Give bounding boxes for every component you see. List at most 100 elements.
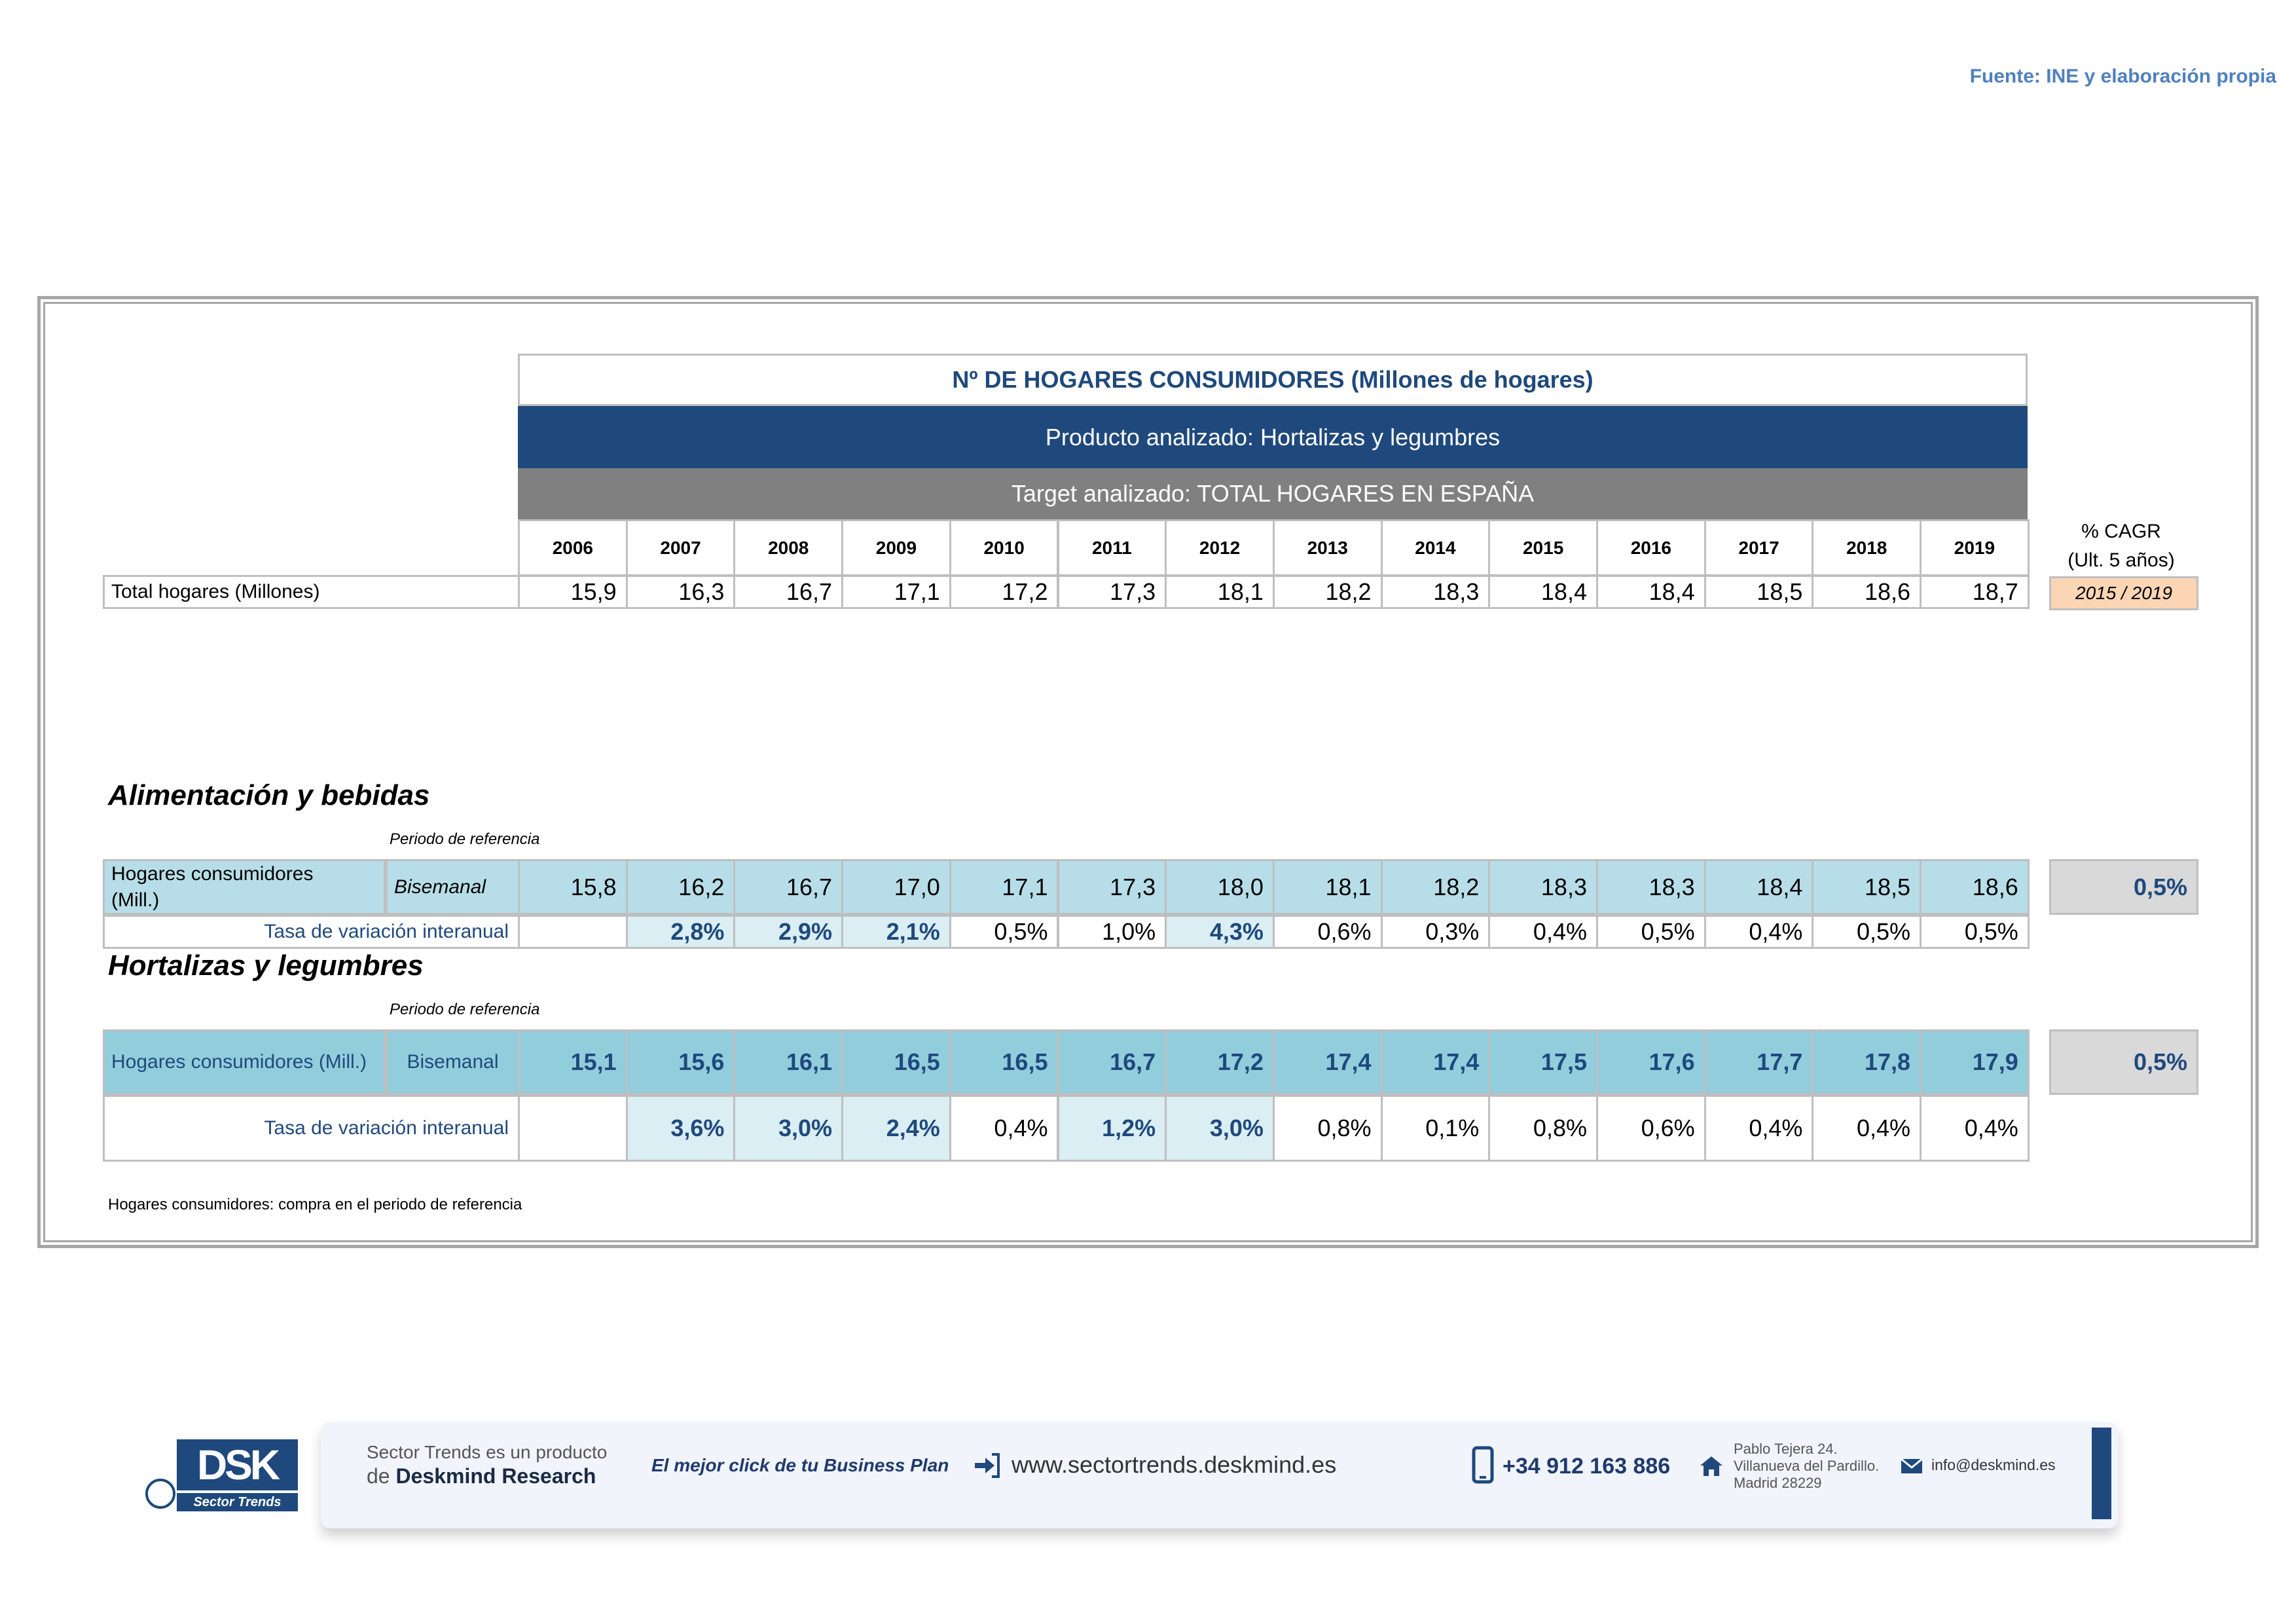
year-header: 2015 — [1488, 519, 1598, 576]
total-value-cell: 15,9 — [518, 575, 628, 609]
section2-value-cell: 17,7 — [1704, 1029, 1814, 1095]
year-header: 2013 — [1272, 519, 1383, 576]
section2-rate-cell: 2,4% — [841, 1095, 951, 1162]
section2-period: Bisemanal — [386, 1029, 520, 1095]
section2-rate-cell: 0,6% — [1596, 1095, 1706, 1162]
section2-rate-cell: 0,4% — [1812, 1095, 1922, 1162]
section2-rate-cell: 0,4% — [1704, 1095, 1814, 1162]
section1-value-cell: 18,2 — [1380, 859, 1491, 915]
section-title-hortalizas: Hortalizas y legumbres — [108, 950, 424, 982]
section2-rate-cell — [518, 1095, 628, 1162]
section2-rate-cell: 0,8% — [1488, 1095, 1598, 1162]
section1-rate-cell: 2,1% — [841, 915, 951, 949]
target-banner: Target analizado: TOTAL HOGARES EN ESPAÑ… — [518, 468, 2028, 519]
section1-row-label-line-2: (Mill.) — [111, 889, 160, 911]
envelope-icon — [1901, 1458, 1923, 1473]
section1-rate-cell — [518, 915, 628, 949]
section1-rate-cell: 0,3% — [1380, 915, 1491, 949]
year-header: 2018 — [1812, 519, 1922, 576]
total-value-cell: 18,6 — [1812, 575, 1922, 609]
globe-icon — [145, 1479, 175, 1509]
section2-rate-cell: 0,1% — [1380, 1095, 1491, 1162]
year-header: 2019 — [1920, 519, 2030, 576]
address-line-1: Pablo Tejera 24. — [1734, 1441, 1838, 1457]
total-value-cell: 18,3 — [1380, 575, 1491, 609]
year-header: 2016 — [1596, 519, 1706, 576]
total-value-cell: 18,7 — [1920, 575, 2030, 609]
section2-value-cell: 15,6 — [625, 1029, 736, 1095]
section2-value-cell: 16,5 — [949, 1029, 1059, 1095]
section2-rate-cell: 0,4% — [1920, 1095, 2030, 1162]
total-value-cell: 16,7 — [733, 575, 844, 609]
section1-cagr: 0,5% — [2049, 859, 2198, 915]
section1-value-cell: 16,7 — [733, 859, 844, 915]
section1-value-cell: 17,3 — [1057, 859, 1167, 915]
total-value-cell: 16,3 — [625, 575, 736, 609]
section2-value-cell: 16,5 — [841, 1029, 951, 1095]
section2-rate-cell: 0,8% — [1272, 1095, 1383, 1162]
year-header: 2014 — [1380, 519, 1491, 576]
section2-rate-cell: 3,6% — [625, 1095, 736, 1162]
product-line-2: de Deskmind Research — [367, 1464, 596, 1488]
footer-banner — [321, 1422, 2118, 1528]
section1-value-cell: 18,3 — [1488, 859, 1598, 915]
section1-value-cell: 15,8 — [518, 859, 628, 915]
total-value-cell: 18,5 — [1704, 575, 1814, 609]
section1-rate-cell: 0,4% — [1488, 915, 1598, 949]
section2-value-cell: 16,1 — [733, 1029, 844, 1095]
total-value-cell: 17,1 — [841, 575, 951, 609]
email-link[interactable]: info@deskmind.es — [1931, 1456, 2056, 1473]
source-note: Fuente: INE y elaboración propia — [1969, 65, 2276, 87]
slogan: El mejor click de tu Business Plan — [651, 1455, 949, 1475]
cagr-header: % CAGR (Ult. 5 años) — [2049, 517, 2193, 575]
reference-period-label: Periodo de referencia — [390, 830, 540, 848]
cagr-header-line-1: % CAGR — [2081, 521, 2161, 542]
phone-number[interactable]: +34 912 163 886 — [1503, 1454, 1671, 1479]
website-link[interactable]: www.sectortrends.deskmind.es — [1011, 1451, 1337, 1478]
product-banner: Producto analizado: Hortalizas y legumbr… — [518, 406, 2028, 468]
section1-rate-cell: 0,5% — [1920, 915, 2030, 949]
year-header: 2007 — [625, 519, 736, 576]
section1-period: Bisemanal — [386, 859, 520, 915]
section1-row-label: Hogares consumidores (Mill.) — [103, 859, 386, 915]
total-value-cell: 18,1 — [1165, 575, 1275, 609]
year-header: 2017 — [1704, 519, 1814, 576]
section2-rate-cell: 3,0% — [1165, 1095, 1275, 1162]
section1-value-cell: 18,6 — [1920, 859, 2030, 915]
section2-row-label: Hogares consumidores (Mill.) — [103, 1029, 386, 1095]
total-label: Total hogares (Millones) — [103, 575, 520, 609]
total-value-cell: 18,2 — [1272, 575, 1383, 609]
section1-rate-cell: 4,3% — [1165, 915, 1275, 949]
table-title: Nº DE HOGARES CONSUMIDORES (Millones de … — [518, 354, 2028, 406]
year-header: 2009 — [841, 519, 951, 576]
address-line-3: Madrid 28229 — [1734, 1475, 1822, 1491]
footer-accent — [2092, 1428, 2111, 1519]
footnote: Hogares consumidores: compra en el perio… — [108, 1196, 522, 1213]
logo-subtitle: Sector Trends — [177, 1493, 298, 1511]
section2-value-cell: 17,6 — [1596, 1029, 1706, 1095]
total-value-cell: 18,4 — [1488, 575, 1598, 609]
phone-icon — [1472, 1446, 1494, 1484]
year-header: 2011 — [1057, 519, 1167, 576]
content-frame — [37, 296, 2259, 1248]
section1-value-cell: 18,5 — [1812, 859, 1922, 915]
cagr-header-line-2: (Ult. 5 años) — [2068, 549, 2175, 571]
section-title-alimentacion: Alimentación y bebidas — [108, 779, 430, 811]
section2-cagr: 0,5% — [2049, 1029, 2198, 1095]
year-header: 2012 — [1165, 519, 1275, 576]
section1-row-label-line-1: Hogares consumidores — [111, 862, 314, 885]
section1-rate-cell: 2,9% — [733, 915, 844, 949]
section2-value-cell: 16,7 — [1057, 1029, 1167, 1095]
year-header: 2006 — [518, 519, 628, 576]
content-frame-inner — [43, 302, 2253, 1242]
address: Pablo Tejera 24. Villanueva del Pardillo… — [1734, 1441, 1879, 1492]
section1-value-cell: 18,4 — [1704, 859, 1814, 915]
section1-rate-label: Tasa de variación interanual — [103, 915, 520, 949]
section2-value-cell: 17,8 — [1812, 1029, 1922, 1095]
section1-value-cell: 17,1 — [949, 859, 1059, 915]
dsk-logo: DSK — [177, 1439, 298, 1490]
section2-value-cell: 17,9 — [1920, 1029, 2030, 1095]
section2-value-cell: 17,4 — [1380, 1029, 1491, 1095]
year-header: 2008 — [733, 519, 844, 576]
total-value-cell: 17,3 — [1057, 575, 1167, 609]
